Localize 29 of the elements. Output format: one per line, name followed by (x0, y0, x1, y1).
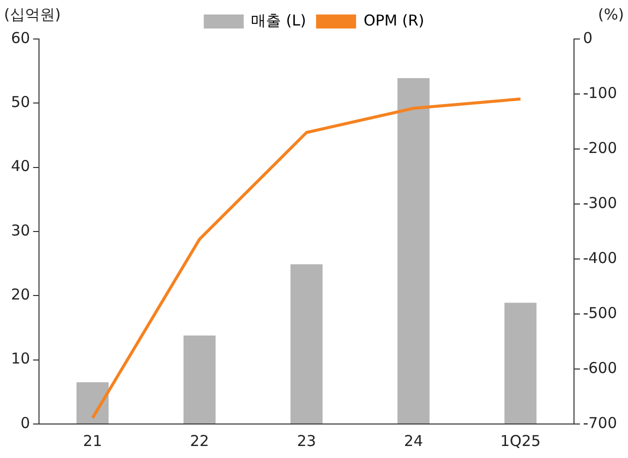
y2-axis-title: (%) (598, 5, 624, 24)
bar (397, 78, 430, 424)
y-tick-label: 20 (10, 286, 30, 304)
bar (504, 302, 537, 424)
y2-tick-label: -600 (582, 358, 618, 377)
legend-label: 매출 (L) (251, 11, 306, 30)
bar (76, 382, 109, 424)
x-tick-label: 21 (83, 432, 102, 450)
bar (184, 335, 216, 424)
y-tick-label: 50 (10, 93, 30, 112)
x-tick-label: 24 (404, 432, 424, 450)
y-tick-label: 60 (10, 28, 30, 47)
y-axis-title: (십억원) (4, 5, 61, 24)
y-tick-label: 30 (10, 221, 30, 240)
y-tick-label: 40 (10, 157, 30, 176)
y2-tick-label: -500 (582, 304, 618, 322)
bar (290, 264, 323, 424)
y-tick-label: 10 (10, 350, 30, 368)
x-tick-label: 23 (296, 432, 316, 450)
y2-tick-label: 0 (582, 28, 593, 47)
y2-tick-label: -400 (582, 248, 618, 267)
y2-tick-label: -200 (582, 138, 618, 157)
y2-tick-label: -700 (582, 414, 618, 432)
legend-label: OPM (R) (364, 11, 424, 30)
y2-tick-label: -100 (582, 84, 618, 102)
y2-tick-label: -300 (582, 194, 618, 212)
y-tick-label: 0 (20, 414, 30, 432)
x-tick-label: 1Q25 (500, 432, 541, 450)
x-tick-label: 22 (190, 432, 210, 450)
